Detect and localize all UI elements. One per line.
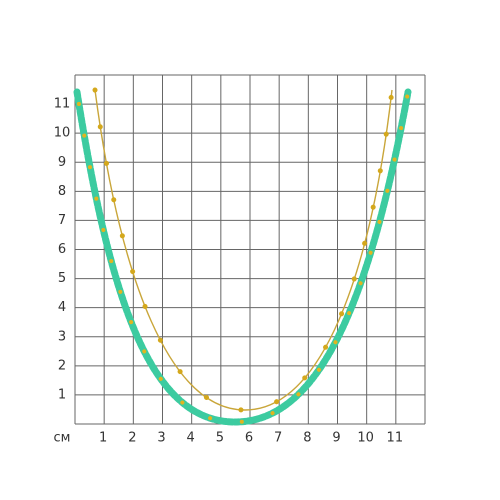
green-strand-gold-spacers: [75, 90, 410, 425]
y-scale-label: 10: [54, 126, 71, 141]
x-scale-label: 3: [157, 431, 165, 446]
x-scale-label: 5: [216, 431, 224, 446]
x-scale-label: 6: [245, 431, 253, 446]
y-scale-label: 4: [58, 300, 66, 315]
x-scale-label: 11: [387, 431, 404, 446]
grid: [74, 74, 426, 425]
x-scale-label: 10: [357, 431, 374, 446]
x-scale-label: 4: [187, 431, 195, 446]
unit-label: см: [54, 431, 71, 446]
y-scale-label: 11: [54, 97, 71, 112]
y-scale-label: 9: [58, 155, 66, 170]
y-scale-label: 3: [58, 329, 66, 344]
x-scale-label: 9: [332, 431, 340, 446]
x-scale-label: 8: [303, 431, 311, 446]
y-scale-label: 8: [58, 184, 66, 199]
y-scale-label: 5: [58, 271, 66, 286]
x-scale-label: 1: [99, 431, 107, 446]
y-scale-label: 7: [58, 213, 66, 228]
y-scale-label: 1: [58, 387, 66, 402]
x-scale-label: 7: [274, 431, 282, 446]
x-scale-label: 2: [128, 431, 136, 446]
y-scale-label: 2: [58, 358, 66, 373]
gold-chain: [94, 89, 393, 411]
y-scale-label: 6: [58, 242, 66, 257]
green-bead-strand: [73, 88, 412, 426]
